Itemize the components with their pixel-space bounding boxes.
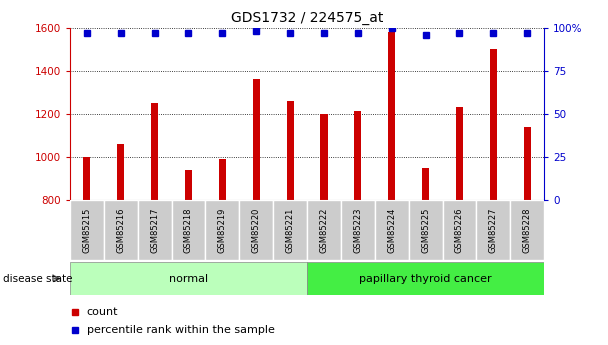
Text: GSM85219: GSM85219	[218, 208, 227, 253]
Text: count: count	[86, 307, 118, 317]
Title: GDS1732 / 224575_at: GDS1732 / 224575_at	[231, 11, 383, 25]
Bar	[409, 200, 443, 260]
Text: GSM85216: GSM85216	[116, 208, 125, 253]
Bar	[253, 79, 260, 200]
Text: GSM85218: GSM85218	[184, 208, 193, 253]
Bar	[70, 262, 307, 295]
Bar	[83, 157, 91, 200]
Bar	[307, 262, 544, 295]
Text: GSM85223: GSM85223	[353, 208, 362, 253]
Text: GSM85220: GSM85220	[252, 208, 261, 253]
Bar	[341, 200, 375, 260]
Bar	[422, 168, 429, 200]
Bar	[523, 127, 531, 200]
Text: papillary thyroid cancer: papillary thyroid cancer	[359, 274, 492, 284]
Bar	[70, 200, 104, 260]
Bar	[456, 107, 463, 200]
Bar	[354, 111, 361, 200]
Text: disease state: disease state	[3, 274, 72, 284]
Bar	[240, 200, 273, 260]
Bar	[171, 200, 206, 260]
Bar	[490, 49, 497, 200]
Bar	[375, 200, 409, 260]
Bar	[286, 101, 294, 200]
Bar	[104, 200, 137, 260]
Bar	[443, 200, 477, 260]
Bar	[510, 200, 544, 260]
Text: GSM85222: GSM85222	[319, 208, 328, 253]
Bar	[185, 170, 192, 200]
Text: GSM85227: GSM85227	[489, 208, 498, 253]
Bar	[151, 103, 158, 200]
Bar	[137, 200, 171, 260]
Bar	[388, 32, 395, 200]
Text: percentile rank within the sample: percentile rank within the sample	[86, 325, 274, 335]
Bar	[307, 200, 341, 260]
Bar	[117, 144, 124, 200]
Bar	[320, 114, 328, 200]
Text: GSM85215: GSM85215	[82, 208, 91, 253]
Text: GSM85226: GSM85226	[455, 208, 464, 253]
Bar	[477, 200, 510, 260]
Bar	[206, 200, 240, 260]
Bar	[219, 159, 226, 200]
Text: GSM85221: GSM85221	[286, 208, 295, 253]
Text: GSM85217: GSM85217	[150, 208, 159, 253]
Text: GSM85225: GSM85225	[421, 208, 430, 253]
Text: GSM85228: GSM85228	[523, 208, 532, 253]
Text: normal: normal	[169, 274, 208, 284]
Text: GSM85224: GSM85224	[387, 208, 396, 253]
Bar	[273, 200, 307, 260]
